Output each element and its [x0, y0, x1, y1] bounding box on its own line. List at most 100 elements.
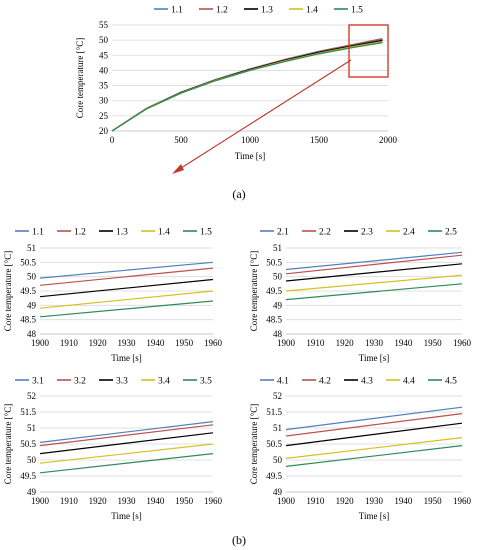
legend-entry: 1.3: [261, 6, 273, 16]
x-axis-label: Time [s]: [359, 511, 389, 521]
legend-entry: 3.3: [116, 377, 128, 387]
zoom-arrow-line: [177, 59, 352, 171]
legend-entry: 2.1: [277, 228, 289, 238]
x-tick-label: 500: [174, 135, 188, 145]
y-tick-label: 48: [27, 329, 37, 339]
legend-entry: 2.3: [361, 228, 373, 238]
legend-entry: 2.4: [403, 228, 415, 238]
y-axis-label: Core temperature [°C]: [75, 38, 85, 119]
legend-entry: 1.2: [74, 228, 86, 238]
y-tick-label: 52: [27, 391, 36, 401]
series-line-4.4: [285, 437, 463, 459]
y-tick-label: 49: [273, 300, 283, 310]
legend-entry: 3.2: [74, 377, 86, 387]
legend-entry: 1.2: [216, 6, 228, 16]
x-tick-label: 1920: [89, 496, 108, 506]
y-tick-label: 50.5: [266, 257, 282, 267]
x-tick-label: 1960: [204, 338, 223, 348]
arrowhead-icon: [172, 164, 184, 174]
series-line-3.2: [39, 424, 214, 447]
x-tick-label: 1900: [31, 338, 50, 348]
series-line-4.5: [285, 445, 463, 467]
series-line-4.3: [285, 422, 463, 447]
y-tick-label: 49.5: [266, 471, 282, 481]
x-tick-label: 1960: [204, 496, 223, 506]
series-line-1.2: [39, 267, 214, 286]
x-tick-label: 1910: [306, 338, 325, 348]
legend-entry: 1.5: [351, 6, 363, 16]
y-tick-label: 49: [27, 487, 37, 497]
x-tick-label: 1950: [175, 338, 194, 348]
chart-1: 20 25 30 35 40 45 50 55 0 500 1000 1500 2000 Time [s]…: [75, 6, 398, 162]
legend-entry: 1.4: [306, 6, 318, 16]
y-tick-label: 40: [99, 65, 109, 75]
series-line-1.1: [111, 37, 383, 132]
x-tick-label: 1930: [118, 338, 137, 348]
x-axis-label: Time [s]: [359, 353, 389, 363]
legend-entry: 4.3: [361, 377, 373, 387]
y-tick-label: 50: [27, 272, 37, 282]
series-line-1.3: [39, 278, 214, 298]
chart-3: 48 48.5 49 49.5 50 50.5 51 1900 1910 1920 1930 1940…: [249, 228, 472, 364]
y-tick-label: 49.5: [266, 286, 282, 296]
y-tick-label: 51: [27, 423, 36, 433]
y-tick-label: 49.5: [20, 286, 36, 296]
legend-entry: 4.4: [403, 377, 415, 387]
x-tick-label: 1900: [31, 496, 50, 506]
x-tick-label: 1940: [146, 496, 165, 506]
series-line-2.5: [285, 283, 463, 301]
y-axis-label: Core temperature [°C]: [249, 251, 259, 332]
x-tick-label: 1910: [60, 496, 79, 506]
y-tick-label: 50.5: [266, 439, 282, 449]
y-tick-label: 51: [273, 423, 282, 433]
x-tick-label: 1950: [175, 496, 194, 506]
legend-entry: 4.1: [277, 377, 289, 387]
y-tick-label: 52: [273, 391, 282, 401]
x-tick-label: 1940: [394, 496, 413, 506]
y-tick-label: 50.5: [20, 257, 36, 267]
zoom-highlight-box: [348, 24, 389, 78]
y-tick-label: 50: [273, 272, 283, 282]
legend-entry: 4.2: [319, 377, 331, 387]
legend-entry: 4.5: [445, 377, 457, 387]
x-tick-label: 1940: [394, 338, 413, 348]
y-tick-label: 51.5: [266, 407, 282, 417]
panel-label-b: (b): [232, 533, 246, 547]
legend-entry: 2.2: [319, 228, 331, 238]
legend-entry: 3.4: [158, 377, 170, 387]
legend-entry: 3.5: [200, 377, 212, 387]
x-tick-label: 1940: [146, 338, 165, 348]
y-tick-label: 49.5: [20, 471, 36, 481]
series-line-3.5: [39, 453, 214, 474]
legend-entry: 1.3: [116, 228, 128, 238]
y-tick-label: 20: [99, 126, 109, 136]
y-tick-label: 49: [273, 487, 283, 497]
y-tick-label: 50: [27, 455, 37, 465]
y-tick-label: 50.5: [20, 439, 36, 449]
y-tick-label: 48.5: [20, 315, 36, 325]
chart-4: 49 49.5 50 50.5 51 51.5 52 1900 1910 1920 1930 1940…: [3, 377, 223, 522]
legend-entry: 2.5: [445, 228, 457, 238]
y-tick-label: 50: [273, 455, 283, 465]
x-tick-label: 1910: [60, 338, 79, 348]
x-tick-label: 1500: [310, 135, 329, 145]
series-line-2.4: [285, 274, 463, 292]
x-tick-label: 1900: [277, 338, 296, 348]
series-line-2.1: [285, 251, 463, 271]
x-tick-label: 1920: [336, 338, 355, 348]
y-axis-label: Core temperature [°C]: [3, 251, 13, 332]
series-line-3.4: [39, 443, 214, 464]
series-line-1.5: [111, 41, 383, 132]
series-line-2.3: [285, 263, 463, 282]
chart-5: 49 49.5 50 50.5 51 51.5 52 1900 1910 1920 1930 1940…: [249, 377, 472, 522]
series-line-4.1: [285, 406, 463, 431]
x-tick-label: 1930: [365, 496, 384, 506]
y-tick-label: 45: [99, 50, 109, 60]
x-axis-label: Time [s]: [111, 511, 141, 521]
legend-entry: 3.1: [32, 377, 44, 387]
series-line-4.2: [285, 413, 463, 437]
x-tick-label: 1920: [336, 496, 355, 506]
x-tick-label: 1950: [424, 338, 443, 348]
y-tick-label: 49: [27, 300, 37, 310]
